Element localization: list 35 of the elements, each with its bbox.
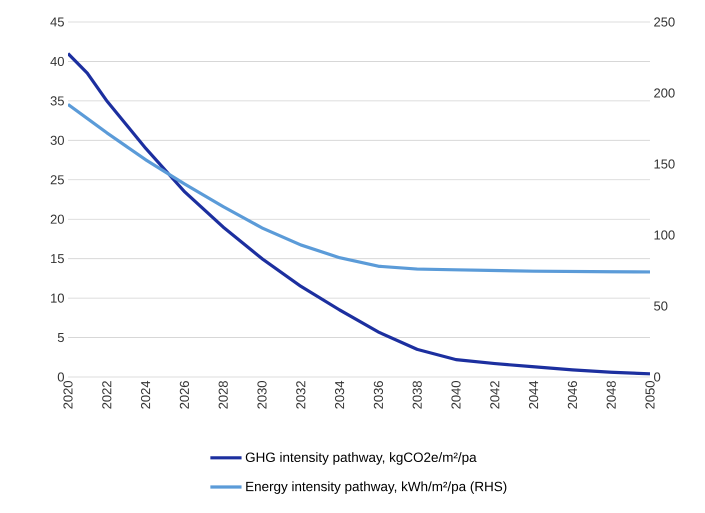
y-tick-label: 25: [50, 175, 64, 184]
y-tick-label: 20: [50, 214, 64, 224]
x-tick-label: 2036: [374, 381, 383, 409]
legend-label: GHG intensity pathway, kgCO2e/m²/pa: [246, 452, 477, 465]
x-tick-label: 2032: [296, 381, 306, 409]
x-tick-label: 2040: [451, 381, 461, 409]
x-tick-label: 2034: [335, 380, 344, 409]
x-tick-label: 2046: [568, 381, 577, 409]
x-tick-label: 2022: [102, 381, 112, 409]
y2-tick-label: 200: [654, 88, 675, 98]
y-tick-label: 5: [58, 333, 64, 342]
y2-tick-label: 0: [654, 372, 660, 382]
x-tick-label: 2028: [218, 381, 228, 409]
y-tick-label: 10: [51, 294, 64, 303]
y-tick-label: 30: [50, 136, 64, 145]
x-tick-label: 2030: [257, 381, 267, 409]
y2-tick-label: 50: [654, 301, 668, 311]
x-tick-label: 2042: [490, 381, 500, 409]
x-tick-label: 2038: [412, 381, 422, 409]
legend-label: Energy intensity pathway, kWh/m²/pa (RHS): [246, 481, 506, 494]
y2-tick-label: 250: [654, 17, 675, 27]
x-tick-label: 2020: [63, 381, 73, 409]
x-tick-label: 2044: [529, 380, 538, 409]
x-tick-label: 2048: [606, 381, 616, 409]
y-tick-label: 15: [51, 254, 64, 264]
x-tick-label: 2050: [645, 381, 655, 409]
y-tick-label: 40: [50, 56, 64, 66]
y2-tick-label: 150: [654, 159, 675, 169]
y-tick-label: 0: [58, 372, 64, 382]
y-tick-label: 35: [50, 96, 64, 106]
x-tick-label: 2026: [180, 381, 189, 409]
y2-tick-label: 100: [654, 230, 675, 240]
x-tick-label: 2024: [141, 380, 150, 409]
line-series: [68, 52, 650, 376]
y-tick-label: 45: [50, 17, 64, 27]
